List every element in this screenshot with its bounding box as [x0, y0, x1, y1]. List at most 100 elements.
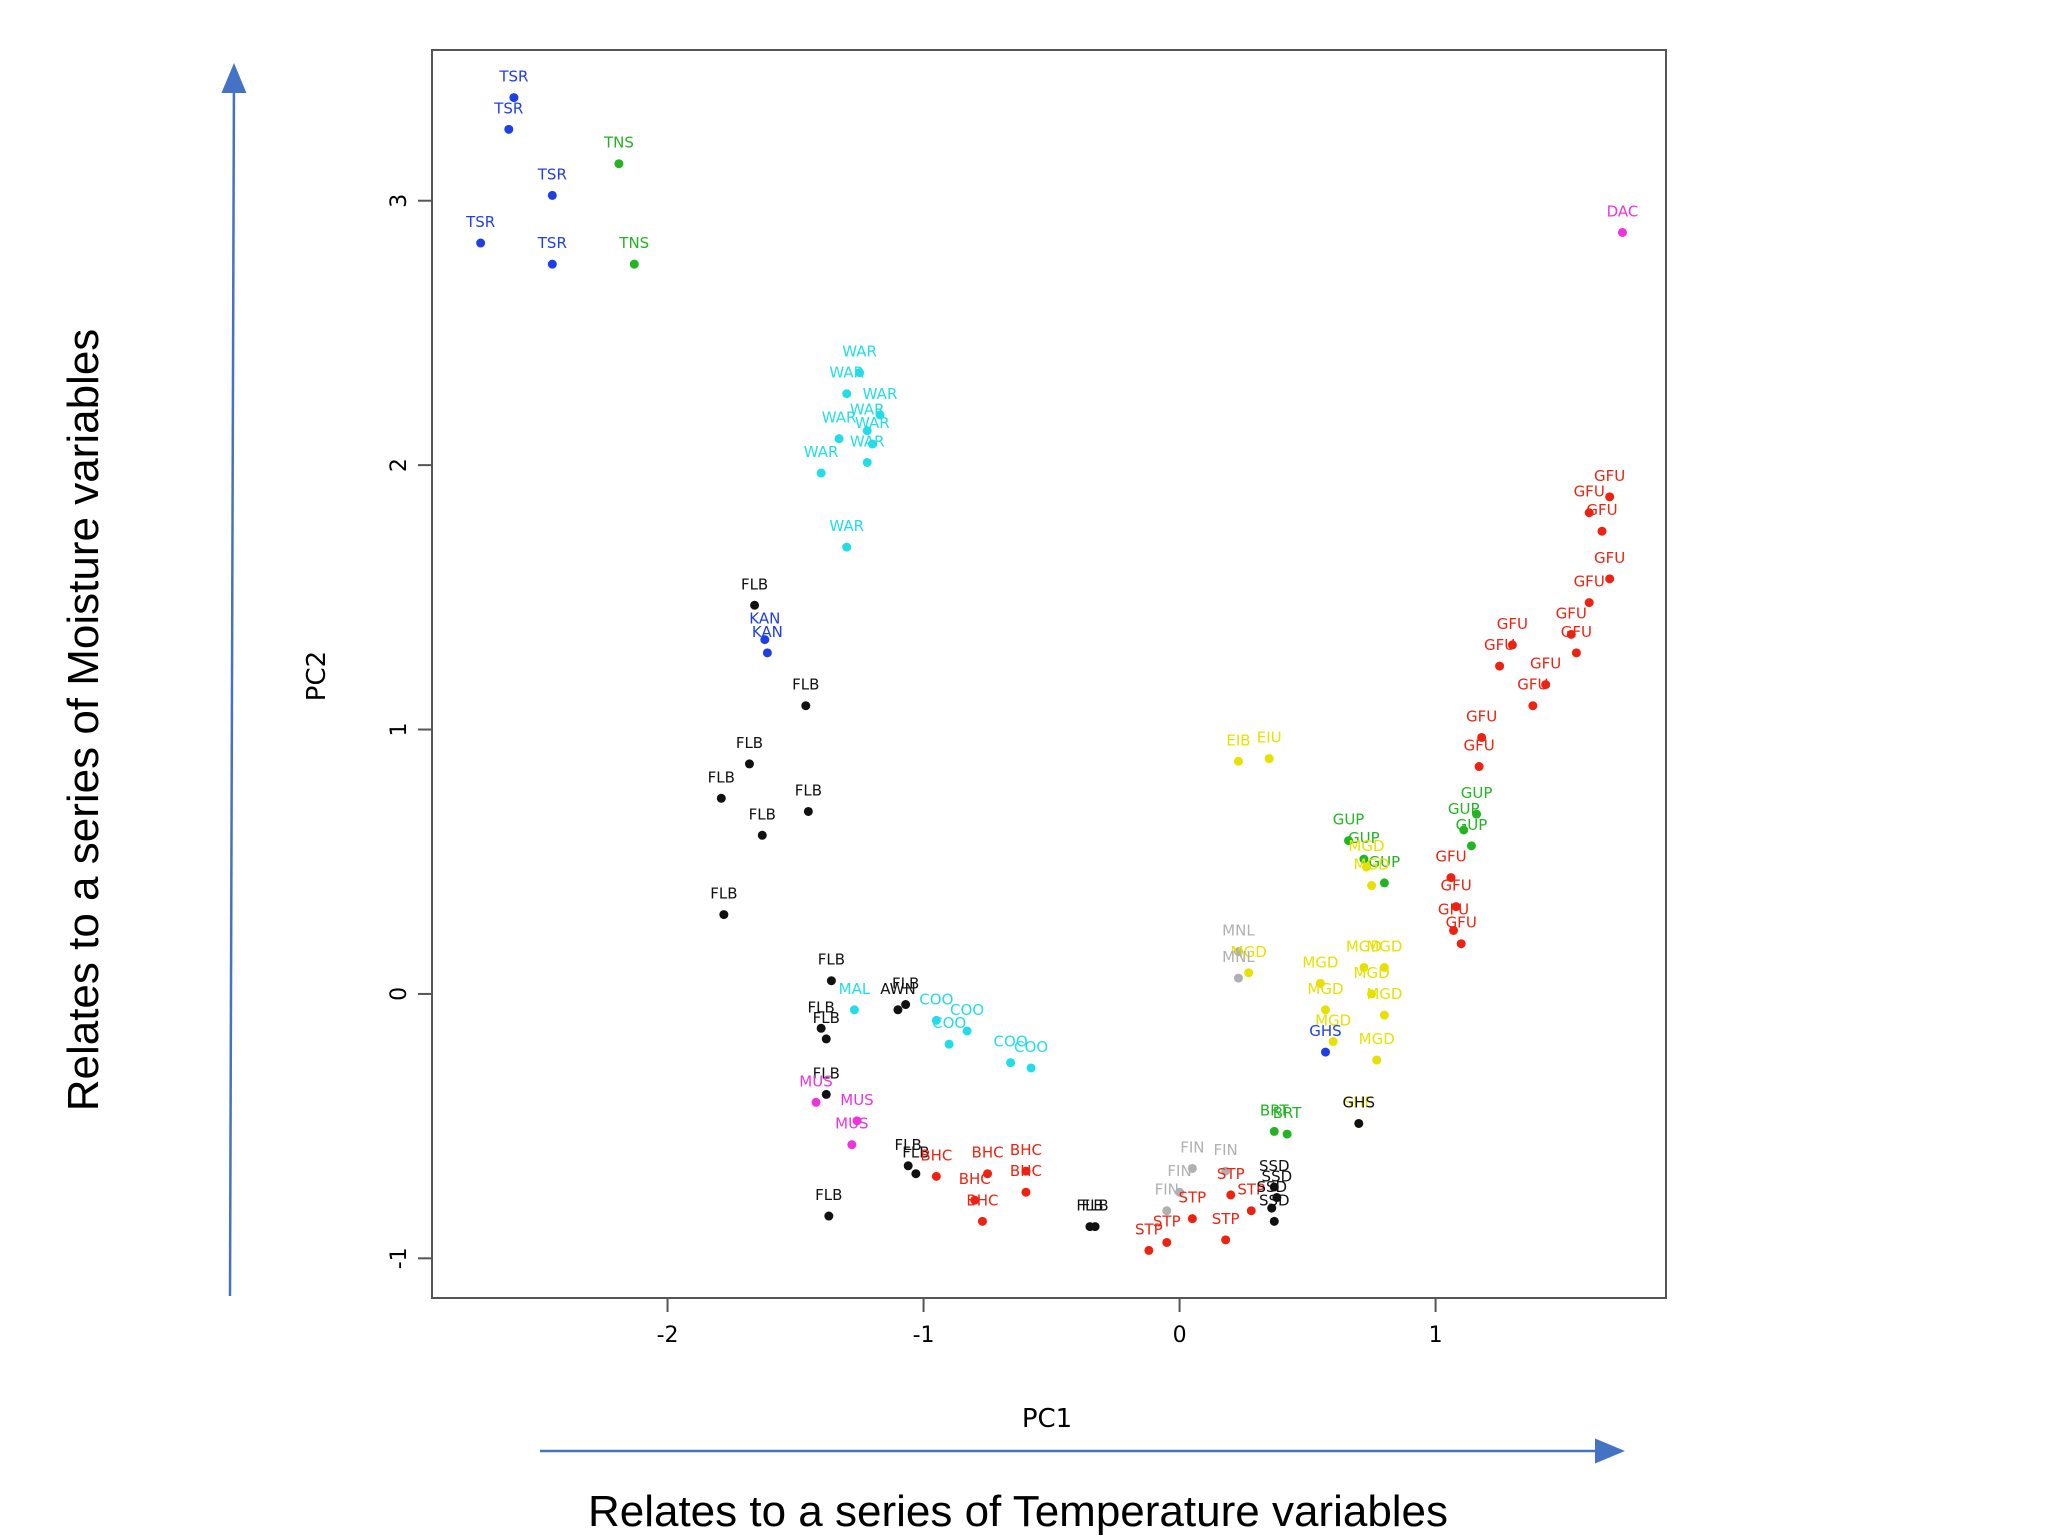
data-point: [1244, 968, 1254, 978]
point-label: STP: [1153, 1212, 1181, 1230]
data-point: [1090, 1222, 1100, 1232]
data-point: [855, 368, 865, 378]
data-point: [1269, 1182, 1279, 1192]
data-point: [1226, 1190, 1236, 1200]
data-point: [1221, 1166, 1231, 1176]
data-point: [1246, 1206, 1256, 1216]
point-label: FLB: [813, 1064, 840, 1082]
data-point: [1379, 1010, 1389, 1020]
point-label: WAR: [863, 385, 898, 403]
y-axis-title: PC2: [302, 651, 332, 701]
data-point: [1187, 1214, 1197, 1224]
data-point: [750, 600, 760, 610]
data-point: [1472, 809, 1482, 819]
data-point: [824, 1211, 834, 1221]
data-point: [1006, 1058, 1016, 1068]
point-label: GFU: [1497, 615, 1528, 633]
data-point: [977, 1216, 987, 1226]
data-point: [719, 910, 729, 920]
point-label: MGD: [1315, 1012, 1351, 1030]
data-point: [970, 1195, 980, 1205]
point-label: MGD: [1359, 1030, 1395, 1048]
point-label: MGD: [1346, 937, 1382, 955]
data-points: TSRTSRTSRTSRTSRTNSTNSDACWARWARWARWARWARW…: [465, 68, 1638, 1255]
data-point: [911, 1169, 921, 1179]
data-point: [931, 1171, 941, 1181]
data-point: [1466, 841, 1476, 851]
point-label: EIB: [1226, 731, 1250, 749]
point-label: BHC: [966, 1191, 998, 1209]
data-point: [1367, 989, 1377, 999]
point-label: GFU: [1484, 636, 1515, 654]
point-label: BHC: [959, 1170, 991, 1188]
point-label: TSR: [498, 68, 528, 86]
data-point: [931, 1015, 941, 1025]
point-label: MGD: [1354, 856, 1390, 874]
data-point: [1264, 754, 1274, 764]
point-label: GUP: [1456, 816, 1488, 834]
point-label: COO: [950, 1001, 984, 1019]
y-tick-label: 1: [387, 723, 412, 737]
data-point: [803, 806, 813, 816]
point-label: FLB: [741, 575, 768, 593]
point-label: GFU: [1438, 900, 1469, 918]
point-label: WAR: [829, 364, 864, 382]
data-point: [1359, 962, 1369, 972]
data-point: [1221, 1235, 1231, 1245]
data-point: [821, 1089, 831, 1099]
point-label: FLB: [808, 998, 835, 1016]
point-label: BHC: [1010, 1141, 1042, 1159]
point-label: STP: [1179, 1189, 1207, 1207]
point-label: GFU: [1594, 467, 1625, 485]
data-point: [944, 1039, 954, 1049]
point-label: GUP: [1333, 811, 1365, 829]
data-point: [504, 124, 514, 134]
point-label: STP: [1237, 1181, 1265, 1199]
data-point: [1597, 526, 1607, 536]
point-label: WAR: [822, 409, 857, 427]
point-label: FIN: [1167, 1162, 1191, 1180]
point-label: GFU: [1556, 604, 1587, 622]
point-label: FLB: [1076, 1197, 1103, 1215]
data-point: [1269, 1216, 1279, 1226]
data-point: [849, 1005, 859, 1015]
x-tick-label: -2: [657, 1323, 679, 1348]
point-label: TSR: [537, 234, 567, 252]
point-label: GUP: [1369, 853, 1401, 871]
data-point: [1617, 227, 1627, 237]
point-label: SHE: [1344, 1093, 1374, 1111]
data-point: [1269, 1126, 1279, 1136]
point-label: MGD: [1307, 980, 1343, 998]
data-point: [1328, 1037, 1338, 1047]
point-label: TSR: [493, 99, 523, 117]
point-label: TNS: [603, 134, 634, 152]
data-point: [757, 830, 767, 840]
data-point: [1026, 1063, 1036, 1073]
data-point: [1566, 629, 1576, 639]
data-point: [1021, 1166, 1031, 1176]
data-point: [811, 1097, 821, 1107]
axes: -2 -1 0 1 -1 0 1 2 3: [387, 194, 1443, 1348]
data-point: [867, 439, 877, 449]
data-point: [1367, 881, 1377, 891]
point-label: FLB: [813, 1009, 840, 1027]
data-point: [1584, 598, 1594, 608]
point-label: TSR: [465, 213, 495, 231]
point-label: WAR: [850, 401, 885, 419]
data-point: [1344, 836, 1354, 846]
point-label: MUS: [835, 1115, 868, 1133]
data-point: [852, 1116, 862, 1126]
point-label: COO: [919, 990, 953, 1008]
data-point: [1605, 574, 1615, 584]
point-label: GFU: [1561, 623, 1592, 641]
data-point: [1605, 492, 1615, 502]
point-label: GUP: [1348, 829, 1380, 847]
data-point: [1144, 1245, 1154, 1255]
point-label: SSD: [1262, 1168, 1293, 1186]
data-point: [1446, 873, 1456, 883]
data-point: [847, 1140, 857, 1150]
point-label: GUP: [1448, 800, 1480, 818]
point-label: STP: [1217, 1165, 1245, 1183]
point-label: FLB: [818, 951, 845, 969]
point-label: WAR: [829, 517, 864, 535]
